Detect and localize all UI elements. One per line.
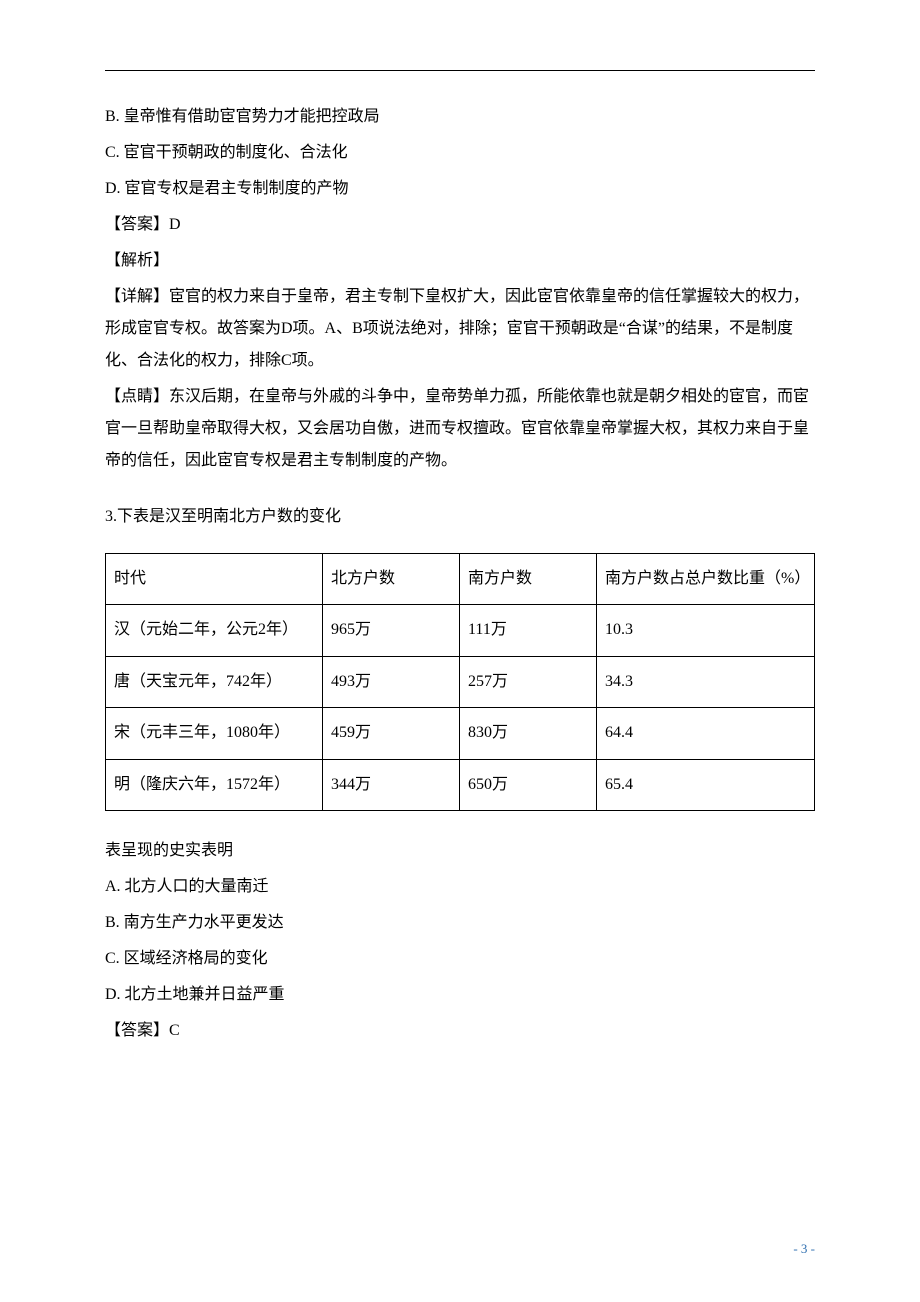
cell-pct: 10.3 [597, 605, 815, 656]
q3-option-b: B. 南方生产力水平更发达 [105, 907, 815, 939]
option-d: D. 宦官专权是君主专制制度的产物 [105, 173, 815, 205]
table-row: 唐（天宝元年，742年） 493万 257万 34.3 [106, 656, 815, 707]
cell-era: 明（隆庆六年，1572年） [106, 759, 323, 810]
households-table: 时代 北方户数 南方户数 南方户数占总户数比重（%） 汉（元始二年，公元2年） … [105, 553, 815, 811]
cell-pct: 34.3 [597, 656, 815, 707]
jiexi-label: 【解析】 [105, 245, 815, 277]
q3-prompt: 表呈现的史实表明 [105, 835, 815, 867]
q3-option-a: A. 北方人口的大量南迁 [105, 871, 815, 903]
cell-south: 257万 [460, 656, 597, 707]
th-north: 北方户数 [323, 554, 460, 605]
cell-era: 唐（天宝元年，742年） [106, 656, 323, 707]
answer-label: 【答案】D [105, 209, 815, 241]
th-south: 南方户数 [460, 554, 597, 605]
q3-answer: 【答案】C [105, 1015, 815, 1047]
question-3: 3.下表是汉至明南北方户数的变化 时代 北方户数 南方户数 南方户数占总户数比重… [105, 501, 815, 1047]
th-pct: 南方户数占总户数比重（%） [597, 554, 815, 605]
table-row: 明（隆庆六年，1572年） 344万 650万 65.4 [106, 759, 815, 810]
cell-pct: 65.4 [597, 759, 815, 810]
cell-north: 344万 [323, 759, 460, 810]
cell-north: 965万 [323, 605, 460, 656]
cell-south: 111万 [460, 605, 597, 656]
cell-era: 宋（元丰三年，1080年） [106, 708, 323, 759]
page: B. 皇帝惟有借助宦官势力才能把控政局 C. 宦官干预朝政的制度化、合法化 D.… [0, 0, 920, 1302]
cell-south: 830万 [460, 708, 597, 759]
page-number: - 3 - [793, 1236, 815, 1262]
cell-pct: 64.4 [597, 708, 815, 759]
option-c: C. 宦官干预朝政的制度化、合法化 [105, 137, 815, 169]
q3-stem: 3.下表是汉至明南北方户数的变化 [105, 501, 815, 533]
table-header-row: 时代 北方户数 南方户数 南方户数占总户数比重（%） [106, 554, 815, 605]
option-b: B. 皇帝惟有借助宦官势力才能把控政局 [105, 101, 815, 133]
q3-option-d: D. 北方土地兼并日益严重 [105, 979, 815, 1011]
th-era: 时代 [106, 554, 323, 605]
q3-option-c: C. 区域经济格局的变化 [105, 943, 815, 975]
q3-options: 表呈现的史实表明 A. 北方人口的大量南迁 B. 南方生产力水平更发达 C. 区… [105, 835, 815, 1047]
top-rule [105, 70, 815, 71]
dianqing-text: 【点睛】东汉后期，在皇帝与外戚的斗争中，皇帝势单力孤，所能依靠也就是朝夕相处的宦… [105, 381, 815, 477]
cell-south: 650万 [460, 759, 597, 810]
cell-north: 493万 [323, 656, 460, 707]
cell-north: 459万 [323, 708, 460, 759]
cell-era: 汉（元始二年，公元2年） [106, 605, 323, 656]
table-row: 宋（元丰三年，1080年） 459万 830万 64.4 [106, 708, 815, 759]
detail-text: 【详解】宦官的权力来自于皇帝，君主专制下皇权扩大，因此宦官依靠皇帝的信任掌握较大… [105, 281, 815, 377]
table-row: 汉（元始二年，公元2年） 965万 111万 10.3 [106, 605, 815, 656]
